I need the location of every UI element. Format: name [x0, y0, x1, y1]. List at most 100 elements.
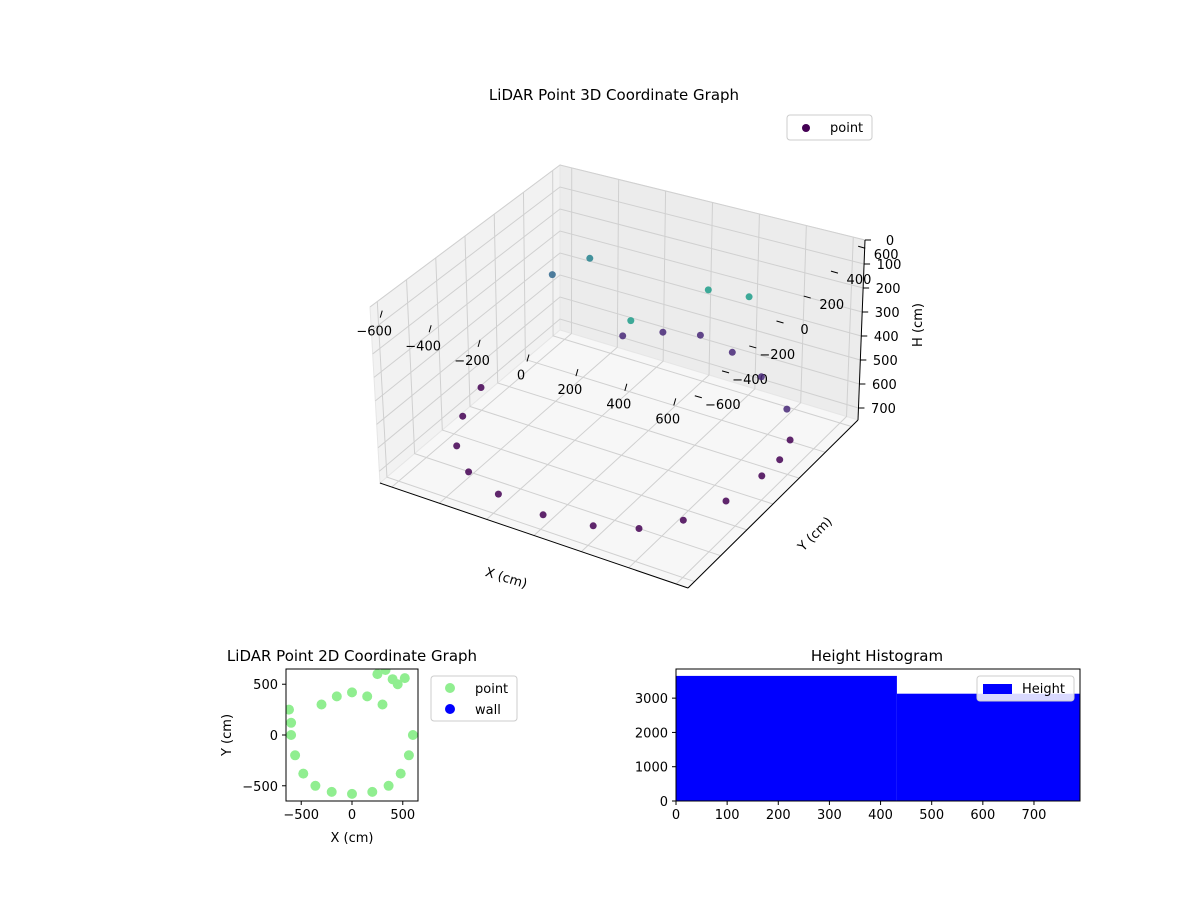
grid-line-z	[377, 296, 860, 449]
histogram-y-tick-label: 0	[660, 795, 668, 810]
y-tick	[803, 295, 811, 299]
y-tick	[830, 270, 839, 274]
point-2d	[310, 780, 321, 791]
grid-line-y	[493, 214, 800, 479]
y-tick	[776, 320, 784, 324]
point-2d	[326, 786, 337, 797]
chart-3d-legend-box	[786, 114, 873, 141]
chart-3d-title: LiDAR Point 3D Coordinate Graph	[489, 86, 739, 104]
x-tick	[575, 368, 579, 377]
chart-2d-legend-label-point: point	[475, 682, 508, 697]
y-tick	[749, 345, 757, 349]
histogram-x-tick-label: 300	[817, 808, 842, 823]
point-3d	[635, 525, 643, 532]
chart-3d-legend: point	[786, 114, 873, 141]
point-3d	[722, 497, 730, 505]
chart-2d-points	[286, 669, 418, 799]
y-tick-label: −600	[705, 398, 741, 413]
point-2d	[383, 780, 394, 791]
grid-line-y	[464, 235, 774, 505]
z-tick-label: 600	[872, 378, 897, 393]
grid-line-z	[371, 186, 865, 331]
point-3d	[619, 332, 627, 340]
histogram-y-tick-label: 3000	[635, 692, 668, 707]
histogram-x-tick-label: 400	[868, 808, 893, 823]
x-tick	[673, 398, 677, 406]
point-3d	[786, 436, 794, 444]
chart-2d-axes: −500 0 500 −500 0 500	[242, 678, 415, 823]
histogram-x-tick-label: 500	[919, 808, 944, 823]
point-2d	[407, 730, 418, 740]
grid-line-y	[435, 257, 748, 531]
point-3d	[539, 511, 547, 519]
grid-line-z	[375, 252, 862, 402]
x-tick	[624, 383, 628, 391]
point-3d	[783, 405, 791, 413]
histogram-x-tick-label: 600	[970, 808, 995, 823]
chart-3d-legend-marker	[802, 124, 810, 132]
grid-line-x	[486, 190, 667, 520]
point-3d	[494, 490, 502, 498]
chart-2d-y-tick-label: −500	[242, 780, 278, 795]
x-tick-label: 0	[517, 369, 525, 384]
x-tick-label: −200	[454, 354, 490, 369]
histogram-legend: Height	[976, 675, 1075, 702]
z-tick-label: 300	[875, 306, 900, 321]
point-2d	[286, 704, 294, 715]
grid-line-x	[581, 214, 760, 553]
point-3d	[453, 442, 461, 450]
chart-3d-points	[453, 254, 794, 532]
grid-line-y	[552, 170, 852, 427]
chart-3d: LiDAR Point 3D Coordinate Graph −600 −400…	[356, 86, 926, 592]
x-tick-label: 600	[655, 412, 680, 427]
point-3d	[758, 472, 766, 480]
point-2d	[316, 699, 327, 710]
chart-2d: LiDAR Point 2D Coordinate Graph −500 0 500…	[220, 647, 518, 846]
histogram-bar	[676, 675, 897, 801]
z-tick-label: 100	[877, 258, 902, 273]
y-tick	[858, 245, 866, 249]
histogram-chart: Height Histogram 0 100 200 300 400 500 600 7000…	[635, 647, 1081, 823]
point-2d	[380, 669, 391, 675]
x-tick	[379, 310, 383, 318]
grid-line-z	[376, 274, 861, 425]
grid-line-z	[369, 164, 866, 308]
histogram-legend-swatch	[983, 684, 1012, 694]
x-tick	[428, 325, 432, 333]
z-axis-label: H (cm)	[911, 303, 926, 347]
y-tick	[694, 395, 702, 399]
point-3d	[745, 293, 753, 301]
x-axis-label: X (cm)	[483, 565, 529, 592]
x-tick	[477, 339, 481, 348]
point-2d	[331, 691, 342, 702]
point-3d	[757, 373, 765, 381]
grid-line-x	[675, 237, 854, 585]
y-tick	[721, 370, 730, 374]
point-3d	[589, 522, 597, 530]
y-tick-label: 600	[874, 248, 899, 263]
point-3d	[704, 286, 712, 294]
point-2d	[387, 674, 398, 685]
y-tick-label: −200	[759, 348, 795, 363]
y-axis-label: Y (cm)	[795, 514, 836, 555]
chart-2d-title: LiDAR Point 2D Coordinate Graph	[227, 647, 477, 665]
chart-2d-legend: point wall	[430, 675, 518, 722]
chart-2d-y-tick-label: 0	[270, 729, 278, 744]
chart-2d-legend-marker-point	[445, 683, 455, 693]
z-tick-label: 400	[874, 330, 899, 345]
z-tick-label: 500	[873, 354, 898, 369]
chart-2d-x-tick-label: 0	[348, 808, 356, 823]
chart-2d-y-tick-label: 500	[253, 678, 278, 693]
histogram-y-tick-label: 1000	[635, 761, 668, 776]
point-2d	[290, 750, 301, 761]
histogram-title: Height Histogram	[811, 647, 943, 665]
chart-2d-x-tick-label: 500	[390, 808, 415, 823]
histogram-axes: 0 100 200 300 400 500 600 700 0 1000 2000 3000	[635, 692, 1046, 823]
point-3d	[776, 456, 784, 464]
y-tick-label: 200	[819, 298, 844, 313]
point-2d	[298, 768, 309, 779]
point-3d	[679, 516, 687, 524]
grid-line-y	[522, 192, 826, 453]
histogram-legend-box	[976, 675, 1075, 702]
